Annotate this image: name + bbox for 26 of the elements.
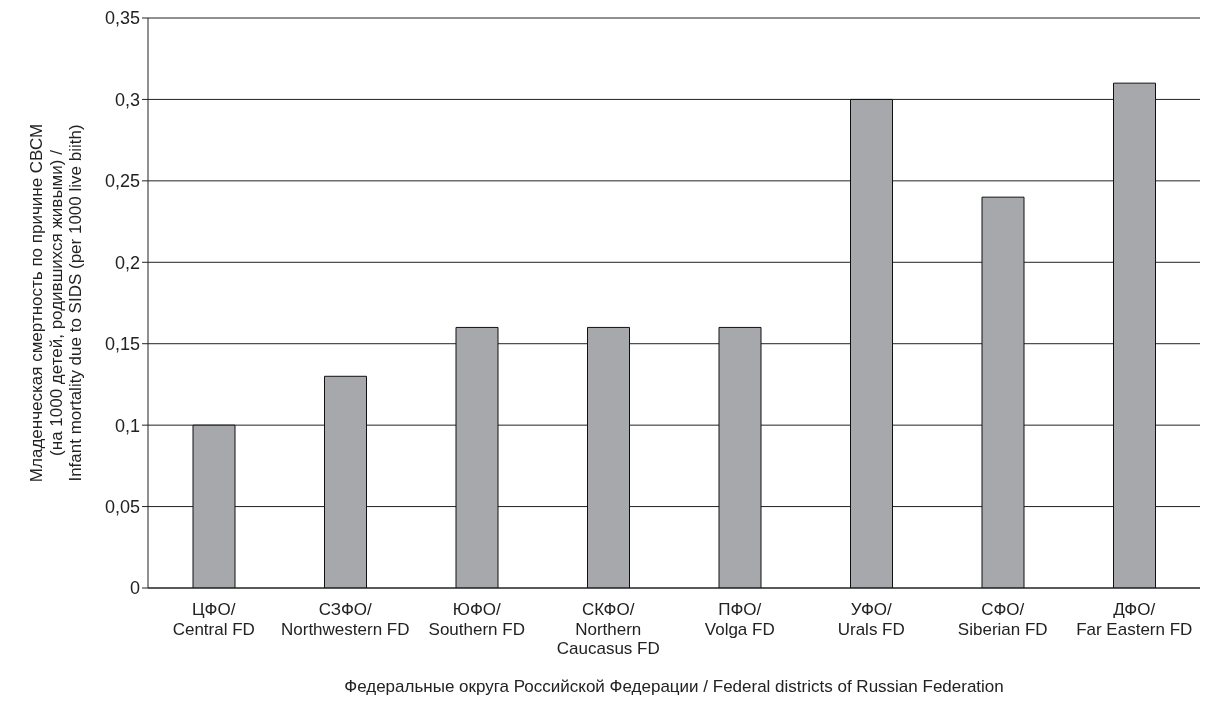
y-tick-label: 0,25 [104,171,140,192]
y-tick-label: 0,1 [114,415,140,436]
y-tick-label: 0,3 [114,89,140,110]
y-tick-label: 0 [129,578,140,599]
y-tick-label: 0,15 [104,334,140,355]
bar [850,98,893,588]
bar [455,326,499,588]
bar [981,196,1025,588]
bar [587,326,630,588]
y-tick-label: 0,05 [104,496,140,517]
x-tick-label: ДФО/ Far Eastern FD [1076,600,1193,639]
y-tick-label: 0,35 [104,8,140,29]
y-axis-title: Младенческая смертность по причине СВСМ (на 1000 детей, родившихся живыми) / Infant mortality due to SIDS (per 1000 live biith) [27,123,86,483]
x-tick-label: ЮФО/ Southern FD [428,600,525,639]
bar [324,375,367,588]
x-tick-label: СФО/ Siberian FD [957,600,1048,639]
x-axis-title: Федеральные округа Российской Федерации / Federal districts of Russian Federation [344,677,1004,696]
bar [1113,82,1156,588]
x-tick-label: СЗФО/ Northwestern FD [281,600,410,639]
y-tick-label: 0,2 [114,252,140,273]
x-tick-label: ЦФО/ Central FD [172,600,255,639]
bar [192,424,236,588]
x-tick-label: СКФО/ Northern Caucasus FD [556,600,660,659]
x-tick-label: УФО/ Urals FD [837,600,905,639]
x-tick-label: ПФО/ Volga FD [704,600,775,639]
bar [718,326,762,588]
